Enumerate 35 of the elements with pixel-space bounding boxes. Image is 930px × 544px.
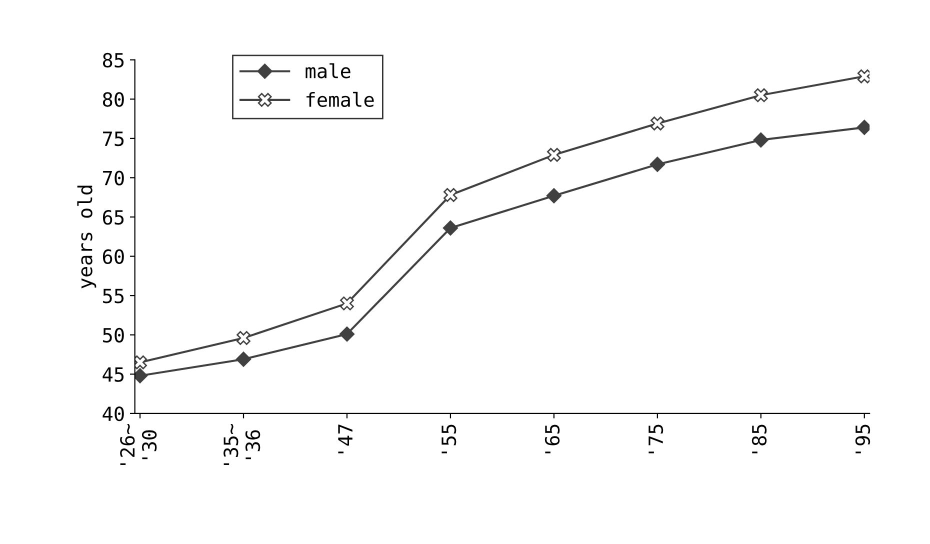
x-tick-label: '75 xyxy=(648,424,664,454)
legend-label: female xyxy=(306,92,374,107)
point xyxy=(134,355,147,370)
y-tick-label: 85 xyxy=(102,52,124,68)
legend-label: male xyxy=(306,63,350,78)
y-tick-label: 65 xyxy=(102,210,124,225)
point xyxy=(444,188,458,202)
point xyxy=(650,156,665,172)
point xyxy=(340,296,354,310)
y-tick-label: 40 xyxy=(102,406,124,422)
y-tick-label: 55 xyxy=(103,288,124,304)
y-tick-label: 80 xyxy=(102,92,124,107)
y-axis-title: years old xyxy=(77,186,96,288)
point xyxy=(546,148,561,162)
x-tick-label: '85 xyxy=(752,424,767,454)
x-tick-label: '35~ '36 xyxy=(224,424,260,465)
point xyxy=(546,188,562,204)
x-tick-label: '47 xyxy=(338,424,352,454)
point xyxy=(650,116,664,130)
x-tick-label: '95 xyxy=(855,424,870,454)
point xyxy=(339,326,355,342)
y-tick-label: 70 xyxy=(103,170,124,186)
point xyxy=(753,132,768,148)
point xyxy=(442,220,458,236)
x-tick-label: '26~ '30 xyxy=(120,424,157,465)
x-tick-label: '55 xyxy=(442,424,456,454)
point xyxy=(857,69,870,84)
point xyxy=(754,88,768,102)
y-tick-label: 50 xyxy=(103,328,124,343)
y-tick-label: 45 xyxy=(102,367,124,382)
y-tick-label: 60 xyxy=(102,249,124,264)
point xyxy=(236,352,252,367)
x-tick-label: '65 xyxy=(544,424,560,454)
y-tick-label: 75 xyxy=(103,132,124,146)
point xyxy=(236,331,250,345)
